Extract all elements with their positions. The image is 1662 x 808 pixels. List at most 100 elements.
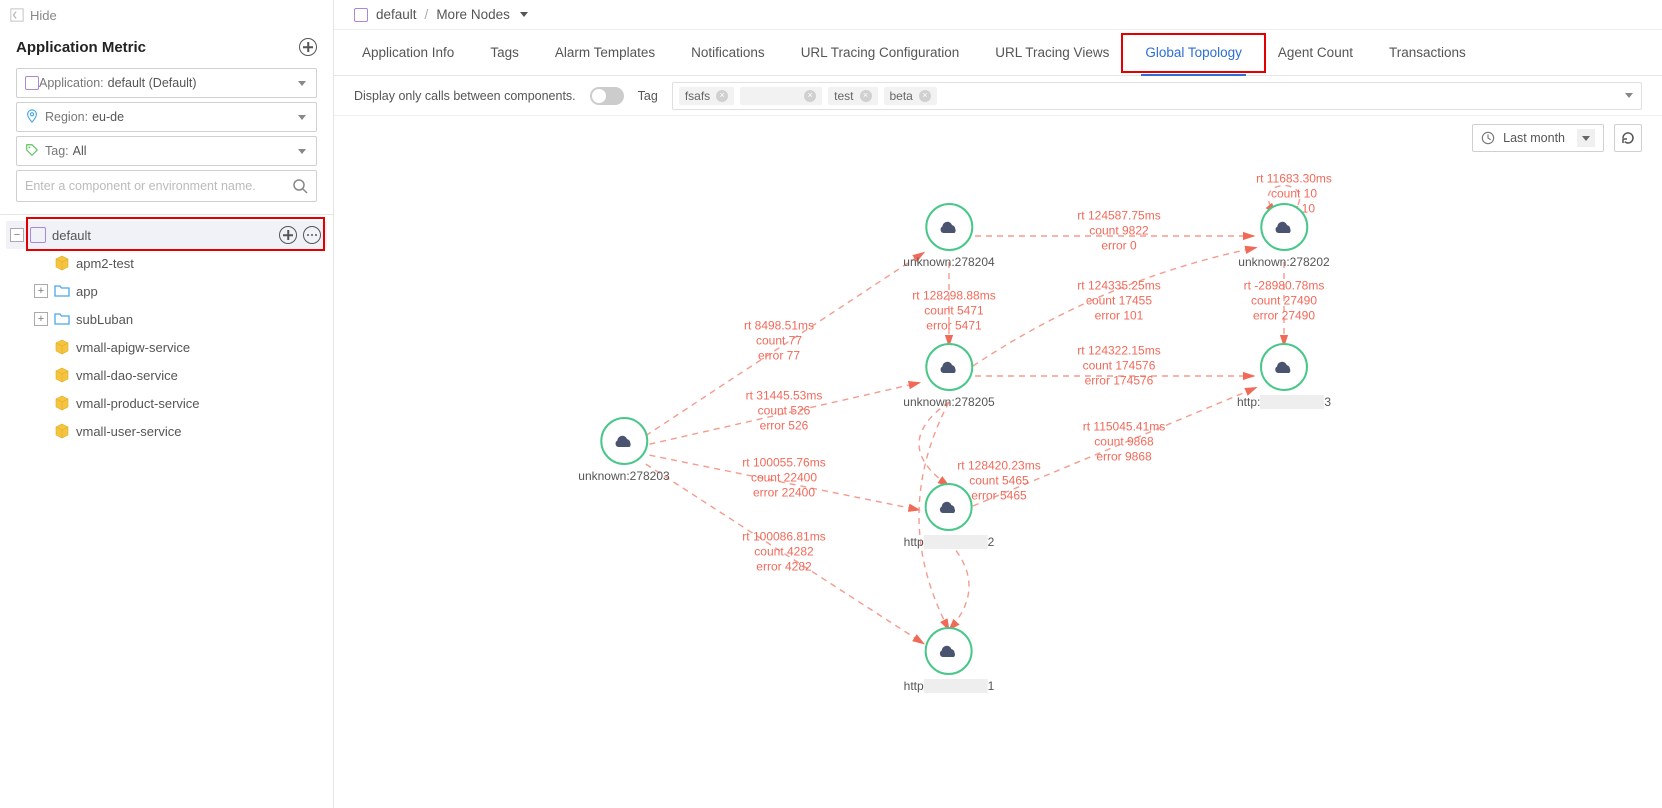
node-circle	[925, 203, 973, 251]
tree-label: vmall-apigw-service	[76, 340, 327, 355]
node-circle	[1260, 343, 1308, 391]
tab-tags[interactable]: Tags	[472, 30, 537, 75]
topology-edge	[646, 464, 924, 644]
tree-row-vmall-dao-service[interactable]: vmall-dao-service	[6, 361, 327, 389]
tab-transactions[interactable]: Transactions	[1371, 30, 1484, 75]
tree-more-button[interactable]	[303, 226, 321, 244]
breadcrumb-leaf[interactable]: More Nodes	[436, 7, 510, 22]
node-label: unknown:278203	[578, 469, 669, 483]
folder-icon	[54, 283, 70, 299]
remove-tag-icon[interactable]: ×	[804, 90, 816, 102]
tab-alarm-templates[interactable]: Alarm Templates	[537, 30, 673, 75]
tree-row-apm2-test[interactable]: apm2-test	[6, 249, 327, 277]
cube-icon	[54, 395, 70, 411]
node-circle	[600, 417, 648, 465]
tree-label: default	[52, 228, 279, 243]
expand-toggle[interactable]: +	[34, 284, 48, 298]
loc-icon	[25, 109, 45, 126]
expand-toggle[interactable]: −	[10, 228, 24, 242]
tree-add-button[interactable]	[279, 226, 297, 244]
node-label: httpxxxxxxxxxx1	[904, 679, 995, 693]
tag-filter-select[interactable]: fsafs× ›xxxxxxxx× test× beta×	[672, 82, 1642, 110]
node-label: unknown:278204	[903, 255, 994, 269]
cube-icon	[54, 255, 70, 271]
app-icon	[30, 227, 46, 243]
tree-label: vmall-user-service	[76, 424, 327, 439]
tag-icon	[25, 143, 45, 160]
topology-node-h3[interactable]: http:xxxxxxxxxx3	[1237, 343, 1331, 409]
tab-agent-count[interactable]: Agent Count	[1260, 30, 1371, 75]
divider	[0, 214, 333, 215]
sidebar-select-app[interactable]: Application: default (Default)	[16, 68, 317, 98]
tab-application-info[interactable]: Application Info	[344, 30, 472, 75]
topology-toolbar: Display only calls between components. T…	[334, 76, 1662, 116]
folder-icon	[54, 311, 70, 327]
hide-label: Hide	[30, 8, 57, 23]
node-label: http:xxxxxxxxxx3	[1237, 395, 1331, 409]
tag-chip[interactable]: ›xxxxxxxx×	[740, 87, 822, 105]
tree-row-default[interactable]: − default	[6, 221, 327, 249]
topology-edge	[973, 248, 1256, 366]
tree-label: app	[76, 284, 327, 299]
add-application-button[interactable]	[299, 38, 317, 56]
tree-label: subLuban	[76, 312, 327, 327]
remove-tag-icon[interactable]: ×	[919, 90, 931, 102]
node-label: unknown:278205	[903, 395, 994, 409]
topology-edge	[649, 383, 919, 445]
remove-tag-icon[interactable]: ×	[716, 90, 728, 102]
tabs-bar: Application InfoTagsAlarm TemplatesNotif…	[334, 30, 1662, 76]
search-icon	[292, 178, 308, 194]
breadcrumb: default / More Nodes	[334, 0, 1662, 30]
topology-edges-svg	[334, 116, 1662, 808]
hide-sidebar-button[interactable]: Hide	[0, 0, 333, 30]
node-circle	[925, 343, 973, 391]
topology-edge	[646, 252, 924, 435]
tab-url-tracing-views[interactable]: URL Tracing Views	[977, 30, 1127, 75]
tree-row-subLuban[interactable]: + subLuban	[6, 305, 327, 333]
topology-node-h2[interactable]: httpxxxxxxxxxx2	[904, 483, 995, 549]
topology-node-n203[interactable]: unknown:278203	[578, 417, 669, 483]
tag-chip[interactable]: test×	[828, 87, 877, 105]
topology-edge	[919, 402, 949, 486]
topology-edge	[649, 455, 919, 510]
cube-icon	[54, 339, 70, 355]
topology-edge	[949, 542, 969, 630]
node-circle	[1260, 203, 1308, 251]
tag-chip[interactable]: beta×	[884, 87, 937, 105]
node-circle	[925, 627, 973, 675]
app-icon	[25, 76, 39, 90]
sidebar-select-loc[interactable]: Region: eu-de	[16, 102, 317, 132]
tree-row-vmall-product-service[interactable]: vmall-product-service	[6, 389, 327, 417]
topology-canvas[interactable]: rt 8498.51mscount 77error 77rt 31445.53m…	[334, 116, 1662, 808]
tree-row-vmall-apigw-service[interactable]: vmall-apigw-service	[6, 333, 327, 361]
tree-label: vmall-dao-service	[76, 368, 327, 383]
tab-global-topology[interactable]: Global Topology	[1127, 30, 1260, 75]
topology-edge	[973, 388, 1256, 506]
search-input[interactable]	[25, 179, 292, 193]
tag-chip[interactable]: fsafs×	[679, 87, 734, 105]
cube-icon	[54, 367, 70, 383]
expand-toggle[interactable]: +	[34, 312, 48, 326]
tree-row-app[interactable]: + app	[6, 277, 327, 305]
tag-label: Tag	[638, 89, 658, 103]
node-label: unknown:278202	[1238, 255, 1329, 269]
sidebar-select-tag[interactable]: Tag: All	[16, 136, 317, 166]
sidebar-title: Application Metric	[16, 39, 146, 56]
breadcrumb-dropdown-icon[interactable]	[520, 12, 528, 17]
tab-notifications[interactable]: Notifications	[673, 30, 783, 75]
app-icon	[354, 8, 368, 22]
remove-tag-icon[interactable]: ×	[860, 90, 872, 102]
tree-row-vmall-user-service[interactable]: vmall-user-service	[6, 417, 327, 445]
topology-node-n202[interactable]: unknown:278202	[1238, 203, 1329, 269]
node-circle	[925, 483, 973, 531]
display-only-label: Display only calls between components.	[354, 89, 576, 103]
tab-url-tracing-configuration[interactable]: URL Tracing Configuration	[783, 30, 978, 75]
topology-node-n205[interactable]: unknown:278205	[903, 343, 994, 409]
topology-node-n204[interactable]: unknown:278204	[903, 203, 994, 269]
topology-node-h1[interactable]: httpxxxxxxxxxx1	[904, 627, 995, 693]
search-box[interactable]	[16, 170, 317, 202]
tree-label: apm2-test	[76, 256, 327, 271]
cube-icon	[54, 423, 70, 439]
display-only-switch[interactable]	[590, 87, 624, 105]
breadcrumb-root[interactable]: default	[376, 7, 417, 22]
